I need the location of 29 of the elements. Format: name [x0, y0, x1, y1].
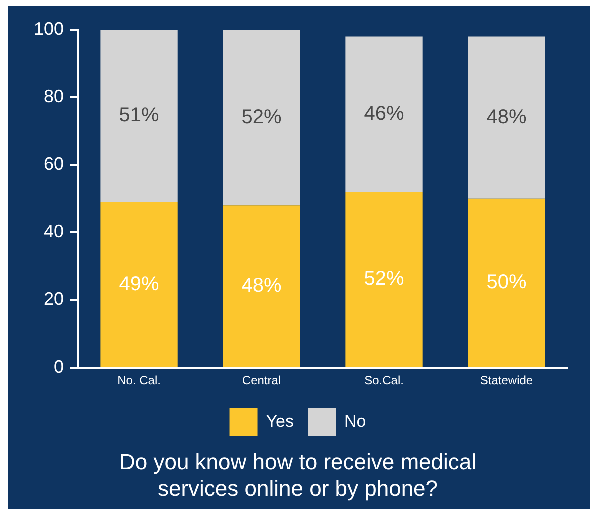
x-tick-label: Central — [242, 373, 282, 388]
data-label: 52% — [242, 106, 282, 128]
y-tick-label: 40 — [44, 222, 64, 242]
data-label: 48% — [242, 274, 282, 297]
bar — [468, 198, 546, 368]
data-label: 52% — [364, 268, 404, 290]
data-label: 48% — [486, 106, 527, 128]
y-tick-label: 100 — [34, 18, 64, 39]
bar — [223, 30, 300, 206]
x-tick-label: Statewide — [480, 373, 534, 388]
y-tick-label: 20 — [44, 289, 64, 310]
x-tick-label: So.Cal. — [364, 373, 404, 388]
text: Do you know how to receive medical services online or by phone? — [119, 449, 477, 501]
bar — [346, 192, 423, 368]
data-label: 49% — [119, 273, 160, 296]
legend-label: Yes — [266, 412, 294, 431]
bar — [223, 206, 300, 368]
data-label: 46% — [364, 102, 404, 125]
data-label: 50% — [486, 272, 527, 294]
y-tick-label: 80 — [44, 86, 64, 107]
data-label: 51% — [119, 104, 160, 127]
y-tick-label: 0 — [54, 356, 64, 377]
bar — [468, 36, 546, 199]
legend-label: No — [344, 412, 366, 431]
y-tick-label: 60 — [44, 154, 64, 174]
x-tick-label: No. Cal. — [118, 373, 161, 388]
bar — [346, 36, 423, 192]
bar — [100, 202, 178, 368]
bar — [100, 30, 178, 202]
